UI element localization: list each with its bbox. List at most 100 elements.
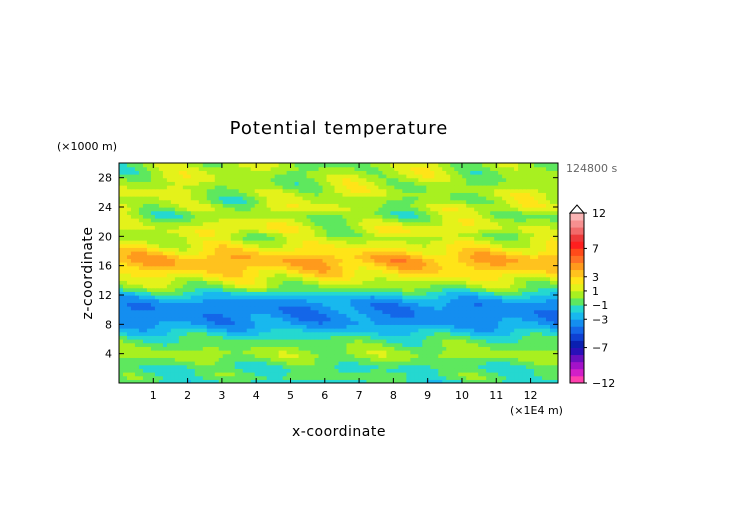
heatmap-cell [154,247,160,252]
heatmap-cell [314,254,320,259]
heatmap-cell [378,229,383,234]
heatmap-cell [398,357,403,362]
heatmap-cell [250,342,256,347]
heatmap-cell [334,309,340,314]
heatmap-cell [382,372,387,377]
heatmap-cell [119,221,124,226]
heatmap-cell [534,379,539,383]
heatmap-cell [406,346,411,351]
heatmap-cell [134,291,140,296]
heatmap-cell [326,339,332,344]
heatmap-cell [370,295,376,300]
heatmap-cell [330,342,336,347]
heatmap-cell [462,364,467,369]
heatmap-cell [314,262,320,267]
heatmap-cell [218,236,224,241]
heatmap-cell [234,335,240,340]
heatmap-cell [402,379,407,383]
heatmap-cell [438,225,443,230]
heatmap-cell [398,240,403,245]
heatmap-cell [442,236,447,241]
heatmap-cell [418,309,423,314]
heatmap-cell [198,265,204,270]
heatmap-cell [226,350,232,355]
heatmap-cell [550,273,555,278]
heatmap-cell [542,350,547,355]
heatmap-cell [178,262,184,267]
heatmap-cell [514,221,519,226]
heatmap-cell [342,276,348,281]
heatmap-cell [266,335,272,340]
heatmap-cell [282,357,288,362]
heatmap-cell [286,309,292,314]
heatmap-cell [242,302,248,307]
heatmap-cell [470,368,475,373]
heatmap-cell [474,342,479,347]
heatmap-cell [494,331,499,336]
heatmap-cell [250,357,256,362]
heatmap-cell [166,364,172,369]
heatmap-cell [286,368,292,373]
heatmap-cell [298,353,304,358]
heatmap-cell [194,225,200,230]
heatmap-cell [374,324,380,329]
heatmap-cell [342,342,348,347]
heatmap-cell [194,291,200,296]
heatmap-cell [526,280,531,285]
heatmap-cell [150,251,156,256]
heatmap-cell [210,298,216,303]
heatmap-cell [458,295,463,300]
heatmap-cell [270,324,276,329]
heatmap-cell [394,291,399,296]
heatmap-cell [338,379,344,383]
heatmap-cell [346,342,352,347]
heatmap-cell [462,375,467,380]
heatmap-cell [326,342,332,347]
heatmap-cell [502,269,507,274]
heatmap-cell [178,221,184,226]
heatmap-cell [274,254,280,259]
heatmap-cell [550,339,555,344]
heatmap-cell [482,364,487,369]
heatmap-cell [178,214,184,219]
heatmap-cell [226,313,232,318]
heatmap-cell [470,306,475,311]
heatmap-cell [146,251,152,256]
heatmap-cell [502,221,507,226]
heatmap-cell [190,317,196,322]
heatmap-cell [458,291,463,296]
heatmap-cell [186,379,192,383]
heatmap-cell [290,269,296,274]
heatmap-cell [298,302,304,307]
heatmap-cell [286,265,292,270]
heatmap-cell [202,276,208,281]
heatmap-cell [522,291,527,296]
heatmap-cell [158,273,164,278]
heatmap-cell [402,306,407,311]
heatmap-cell [166,240,172,245]
heatmap-cell [274,225,280,230]
heatmap-cell [190,262,196,267]
heatmap-cell [442,379,447,383]
heatmap-cell [130,214,136,219]
heatmap-cell [126,254,132,259]
heatmap-cell [338,346,344,351]
heatmap-cell [426,221,431,226]
heatmap-cell [234,324,240,329]
heatmap-cell [282,236,288,241]
heatmap-cell [350,368,356,373]
heatmap-cell [154,324,160,329]
heatmap-cell [494,232,499,237]
heatmap-cell [254,335,260,340]
heatmap-cell [442,361,447,366]
heatmap-cell [446,357,451,362]
heatmap-cell [282,350,288,355]
heatmap-cell [410,229,415,234]
heatmap-cell [374,240,380,245]
heatmap-cell [526,317,531,322]
heatmap-cell [250,269,256,274]
heatmap-cell [258,287,264,292]
heatmap-cell [218,302,224,307]
heatmap-cell [414,236,419,241]
heatmap-cell [550,276,555,281]
